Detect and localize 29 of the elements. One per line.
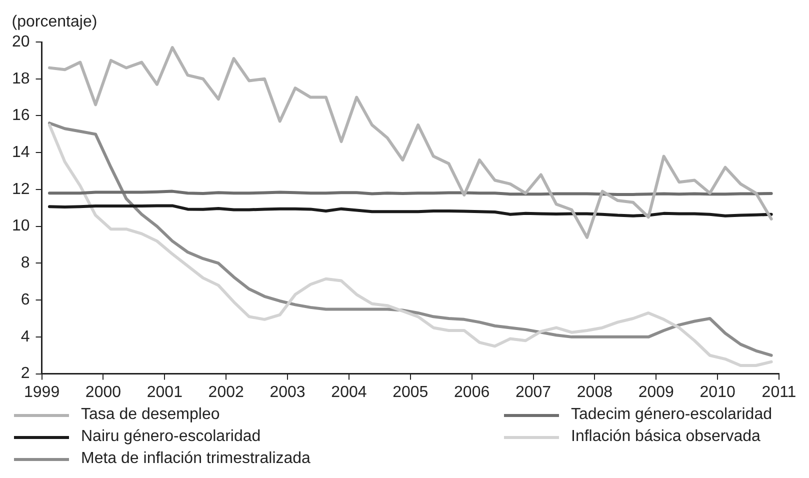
x-tick-label: 2003	[270, 384, 306, 401]
x-tick-label: 2005	[392, 384, 428, 401]
x-tick-label: 2004	[331, 384, 367, 401]
x-tick-label: 2009	[638, 384, 674, 401]
y-tick-label: 20	[12, 33, 30, 50]
x-tick-label: 2002	[208, 384, 244, 401]
x-tick-label: 2000	[85, 384, 122, 401]
x-tick-label: 2006	[454, 384, 490, 401]
y-tick-label: 18	[12, 70, 30, 88]
legend-label: Tadecim género-escolaridad	[571, 406, 772, 424]
x-tick-label: 2008	[576, 384, 613, 401]
y-tick-label: 8	[20, 254, 30, 272]
x-tick-label: 2007	[515, 384, 552, 401]
legend-label: Inflación básica observada	[571, 428, 760, 446]
x-tick-label: 2010	[700, 384, 736, 401]
y-tick-label: 12	[12, 180, 30, 198]
y-tick-label: 10	[12, 218, 30, 235]
legend-label: Tasa de desempleo	[81, 406, 220, 424]
x-tick-label: 2011	[762, 384, 796, 401]
y-tick-label: 16	[12, 107, 30, 124]
y-tick-label: 6	[20, 291, 30, 308]
x-tick-label: 1999	[24, 384, 60, 401]
legend-label: Meta de inflación trimestralizada	[81, 450, 310, 468]
y-tick-label: 14	[12, 144, 30, 162]
y-axis-title: (porcentaje)	[12, 13, 98, 30]
legend-label: Nairu género-escolaridad	[81, 428, 261, 446]
y-tick-label: 4	[20, 328, 30, 346]
y-tick-label: 2	[20, 365, 30, 382]
x-tick-label: 2001	[146, 384, 183, 401]
